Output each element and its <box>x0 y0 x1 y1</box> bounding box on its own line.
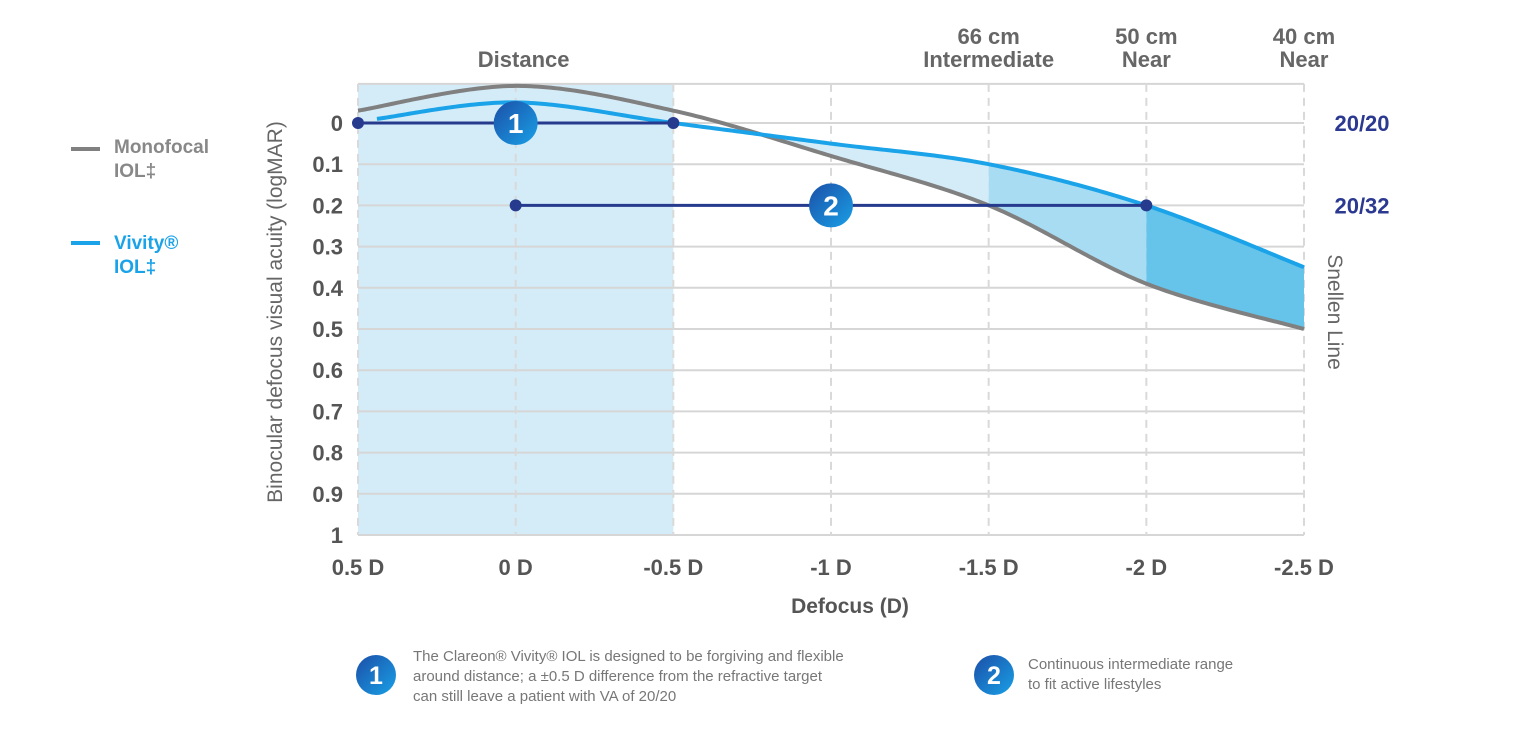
x-tick-label: 0 D <box>499 555 533 580</box>
footnote-1-line-1: The Clareon® Vivity® IOL is designed to … <box>413 648 844 665</box>
x-tick-label: 0.5 D <box>332 555 385 580</box>
y-tick-label: 0.5 <box>312 317 343 342</box>
distance-label-top: 50 cm <box>1115 24 1177 49</box>
legend-label-vivity-2: IOL‡ <box>114 257 156 278</box>
x-axis-label: Defocus (D) <box>791 595 909 618</box>
footnote-badge-1-text: 1 <box>369 662 383 690</box>
range-endpoint <box>509 199 522 212</box>
range-badge-text: 2 <box>823 190 839 221</box>
y-tick-label: 0.3 <box>312 235 343 260</box>
x-tick-label: -2 D <box>1126 555 1168 580</box>
y-tick-label: 0.9 <box>312 482 343 507</box>
y-tick-label: 0.2 <box>312 193 343 218</box>
footnote-badge-2 <box>974 655 1014 695</box>
y-tick-label: 0.8 <box>312 441 343 466</box>
legend: Monofocal IOL‡ Vivity® IOL‡ <box>71 137 209 278</box>
distance-label: Near <box>1122 47 1171 72</box>
footnote-badge-1 <box>356 655 396 695</box>
legend-label-monofocal: Monofocal <box>114 137 209 158</box>
x-tick-label: -0.5 D <box>643 555 703 580</box>
advantage-fill-band <box>1146 205 1304 329</box>
range-endpoint <box>667 117 680 129</box>
distance-label-top: 40 cm <box>1273 24 1335 49</box>
range-endpoint <box>1140 199 1153 212</box>
y-tick-label: 0.1 <box>312 152 343 177</box>
range-badge-1 <box>493 101 538 145</box>
distance-label-top: 66 cm <box>957 24 1019 49</box>
y-tick-label: 0.6 <box>312 358 343 383</box>
footnote-2: 2 Continuous intermediate range to fit a… <box>974 655 1233 695</box>
distance-label: Near <box>1280 47 1329 72</box>
snellen-axis-label: Snellen Line <box>1323 254 1346 370</box>
y-axis-label: Binocular defocus visual acuity (logMAR) <box>264 121 287 503</box>
legend-label-vivity: Vivity® <box>114 233 178 254</box>
footnote-1: 1 The Clareon® Vivity® IOL is designed t… <box>356 648 844 705</box>
y-tick-label: 0.7 <box>312 399 343 424</box>
distance-label: Intermediate <box>923 47 1054 72</box>
y-tick-label: 1 <box>331 523 343 548</box>
y-tick-label: 0 <box>331 111 343 136</box>
monofocal-curve <box>357 83 1305 331</box>
footnote-2-line-1: Continuous intermediate range <box>1028 656 1233 673</box>
distance-label: Distance <box>478 47 570 72</box>
footnote-2-line-2: to fit active lifestyles <box>1028 676 1161 693</box>
snellen-label: 20/20 <box>1334 111 1389 136</box>
x-tick-label: -1.5 D <box>959 555 1019 580</box>
legend-label-monofocal-2: IOL‡ <box>114 161 156 182</box>
y-tick-label: 0.4 <box>312 276 343 301</box>
x-tick-label: -2.5 D <box>1274 555 1334 580</box>
range-endpoint <box>352 117 364 129</box>
footnote-1-line-2: around distance; a ±0.5 D difference fro… <box>413 668 823 685</box>
range-badge-text: 1 <box>508 108 524 139</box>
snellen-label: 20/32 <box>1334 193 1389 218</box>
advantage-fill-band <box>761 134 989 206</box>
footnote-badge-2-text: 2 <box>987 662 1001 690</box>
footnote-1-line-3: can still leave a patient with VA of 20/… <box>413 688 676 705</box>
range-badge-2 <box>809 183 853 228</box>
x-tick-label: -1 D <box>810 555 852 580</box>
